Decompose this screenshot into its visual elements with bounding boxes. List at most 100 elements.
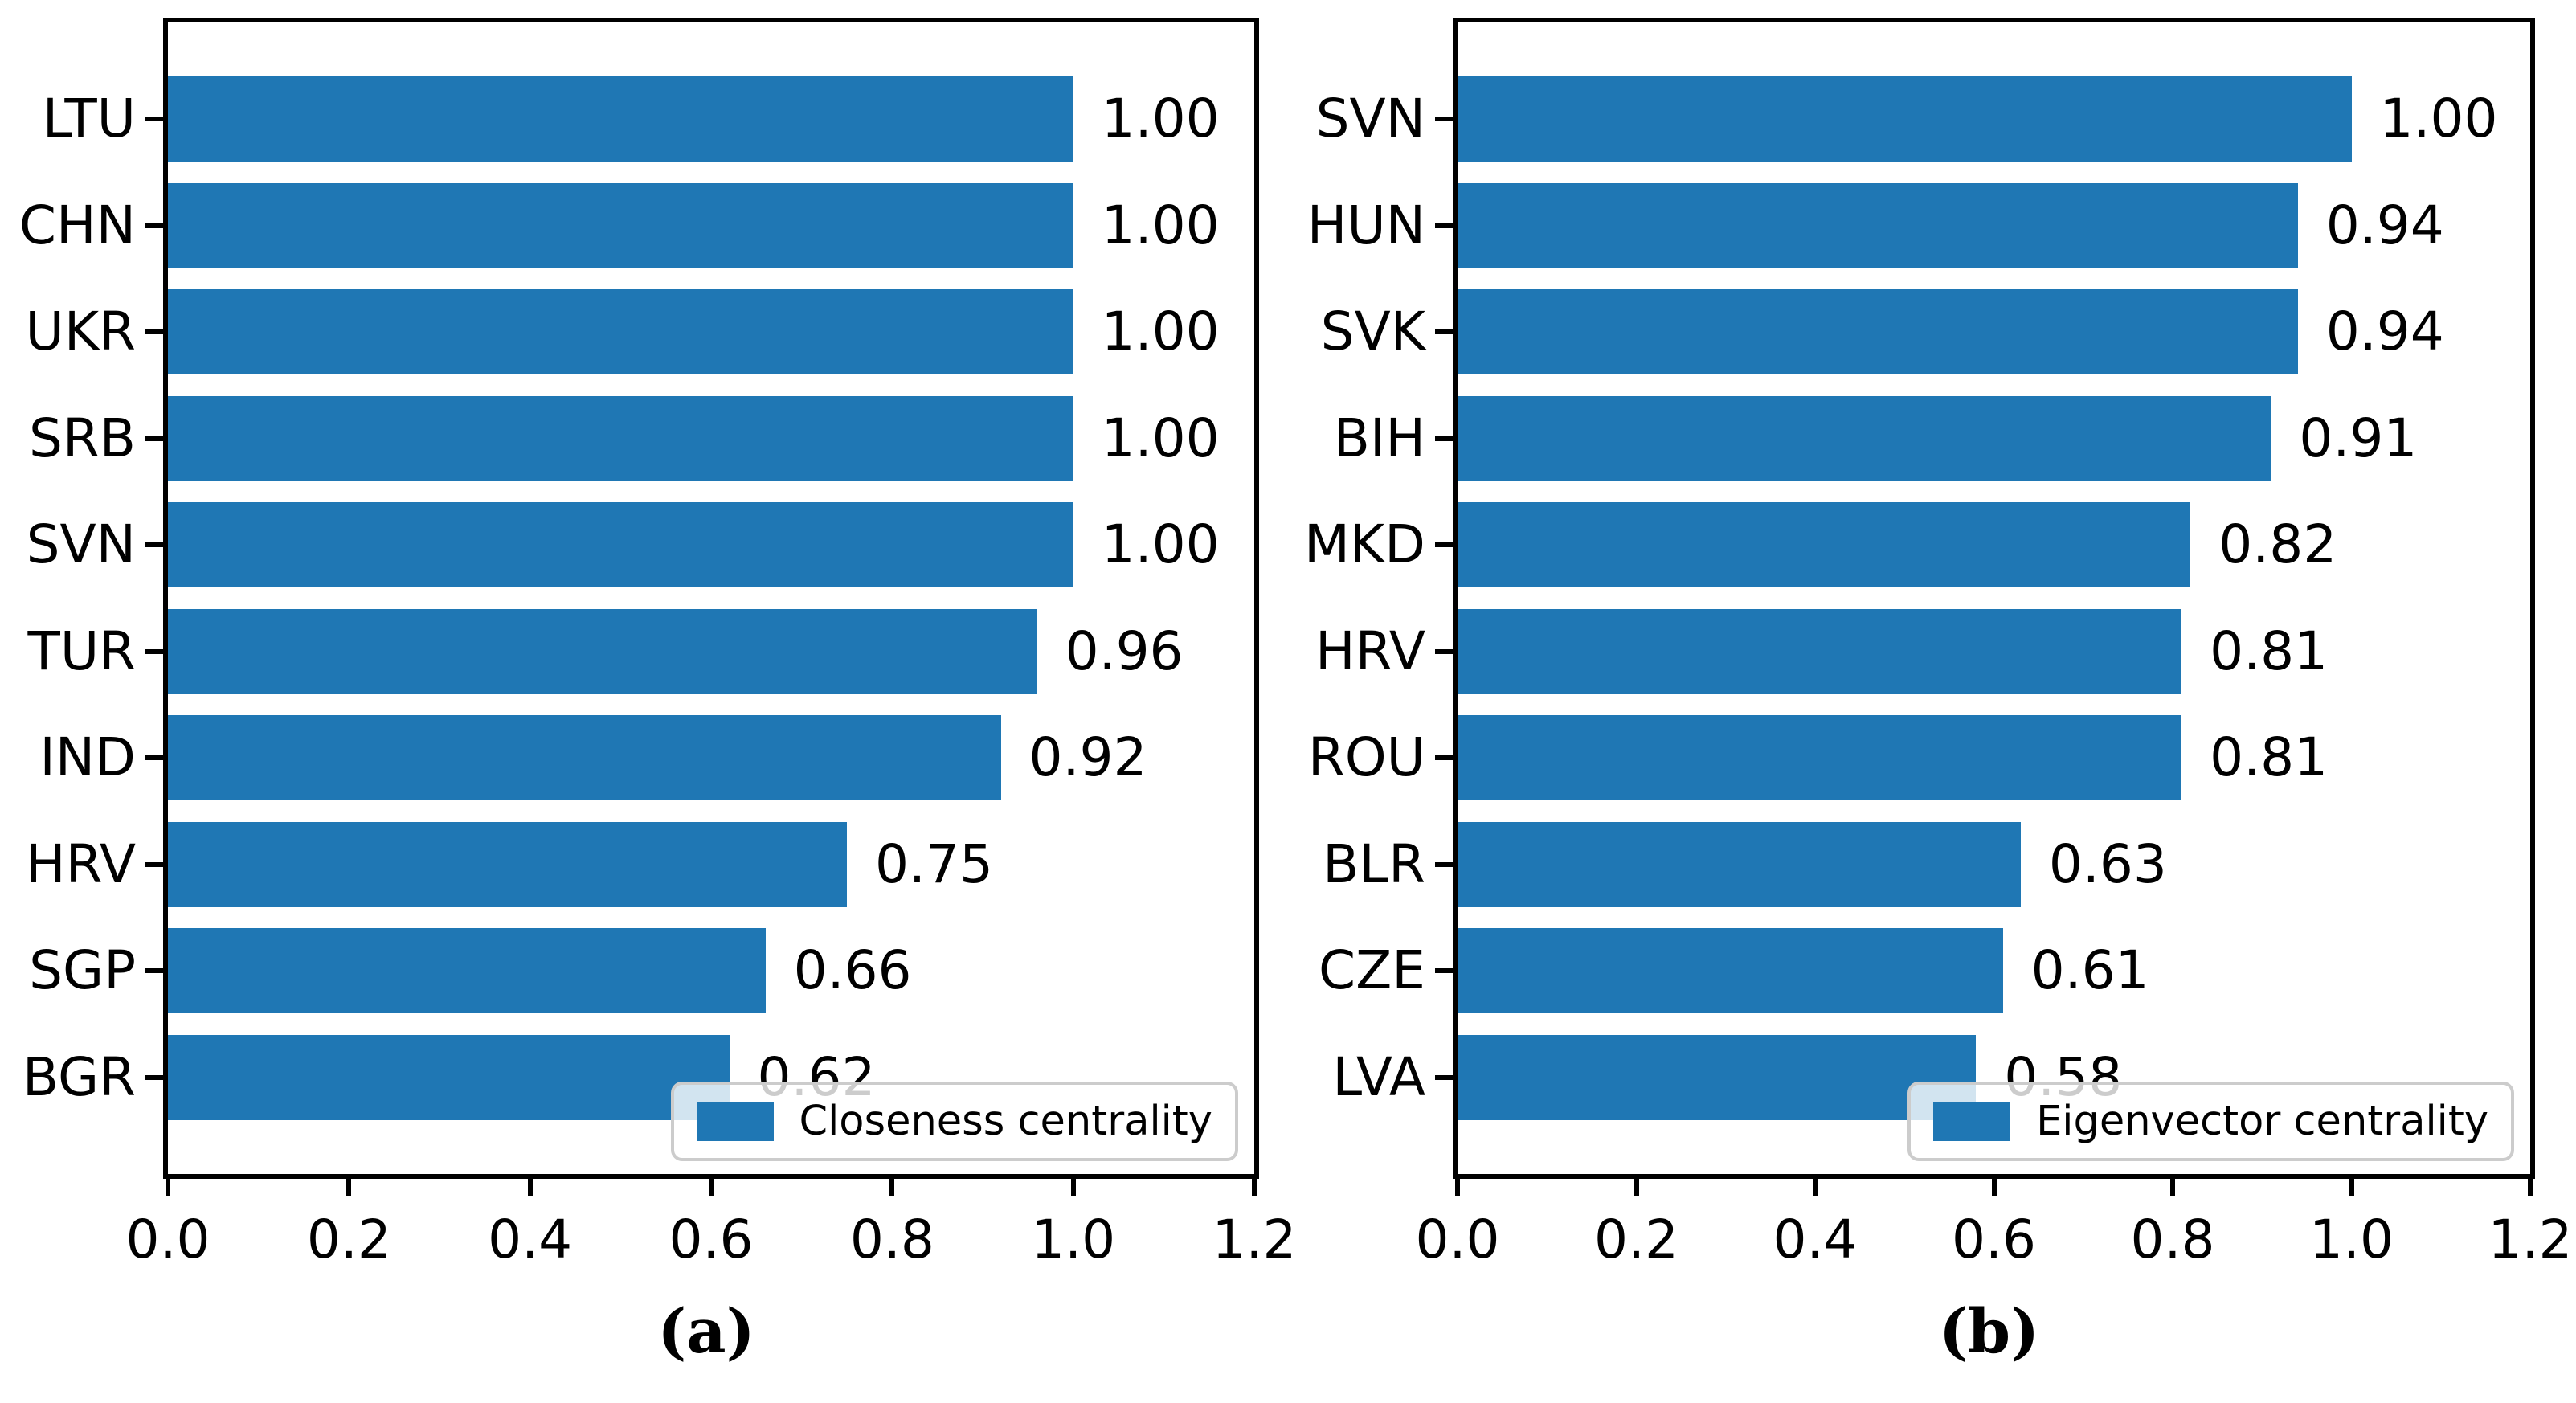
x-tick-mark (1813, 1179, 1818, 1196)
bar (168, 289, 1073, 375)
bar-value-label: 1.00 (2379, 88, 2498, 150)
y-tick-label: CZE (1319, 939, 1425, 1002)
y-tick-mark (1435, 542, 1453, 548)
y-tick-mark (1435, 117, 1453, 122)
y-tick-mark (1435, 1074, 1453, 1080)
x-tick-mark (2349, 1179, 2354, 1196)
x-tick-label: 1.0 (1031, 1209, 1116, 1270)
y-tick-mark (145, 329, 163, 335)
bar-value-label: 1.00 (1101, 301, 1220, 363)
bar-value-label: 0.63 (2048, 832, 2167, 895)
x-tick-mark (527, 1179, 533, 1196)
y-tick-label: SGP (29, 939, 136, 1002)
x-tick-mark (2528, 1179, 2533, 1196)
bar-value-label: 0.75 (875, 832, 993, 895)
y-tick-label: HRV (25, 832, 136, 895)
y-tick-mark (145, 755, 163, 761)
y-tick-mark (145, 223, 163, 228)
y-tick-mark (145, 542, 163, 548)
x-tick-label: 1.2 (1212, 1209, 1297, 1270)
x-tick-mark (1991, 1179, 1997, 1196)
legend-b: Eigenvector centrality (1907, 1082, 2514, 1161)
bar-value-label: 0.61 (2030, 939, 2149, 1002)
y-tick-label: LVA (1332, 1045, 1425, 1108)
bar-value-label: 1.00 (1101, 407, 1220, 469)
x-tick-mark (889, 1179, 895, 1196)
x-tick-label: 1.2 (2488, 1209, 2573, 1270)
y-tick-mark (145, 1074, 163, 1080)
y-tick-label: SRB (28, 407, 136, 469)
bar (1458, 395, 2271, 481)
caption-b: (b) (1938, 1295, 2040, 1367)
x-tick-mark (1634, 1179, 1639, 1196)
bar-value-label: 0.81 (2210, 726, 2329, 789)
x-tick-label: 0.4 (1773, 1209, 1858, 1270)
caption-a: (a) (657, 1295, 755, 1367)
y-tick-mark (1435, 329, 1453, 335)
x-tick-mark (1070, 1179, 1076, 1196)
y-tick-mark (145, 648, 163, 654)
bar (1458, 715, 2182, 801)
bar-value-label: 0.94 (2325, 301, 2444, 363)
bar (168, 821, 847, 907)
bar-value-label: 0.91 (2299, 407, 2418, 469)
y-tick-mark (1435, 223, 1453, 228)
x-tick-label: 0.6 (669, 1209, 754, 1270)
bar-value-label: 0.81 (2210, 620, 2329, 682)
bar-value-label: 0.66 (793, 939, 912, 1002)
x-tick-mark (709, 1179, 714, 1196)
bar-value-label: 1.00 (1101, 513, 1220, 576)
y-tick-label: MKD (1303, 513, 1425, 576)
y-tick-label: SVN (1315, 88, 1425, 150)
x-tick-mark (1252, 1179, 1257, 1196)
legend-a: Closeness centrality (670, 1082, 1238, 1161)
bar-value-label: 0.94 (2325, 194, 2444, 256)
x-tick-mark (166, 1179, 170, 1196)
y-tick-mark (1435, 436, 1453, 441)
bar-value-label: 1.00 (1101, 88, 1220, 150)
x-tick-label: 0.0 (125, 1209, 211, 1270)
bar (168, 1034, 730, 1120)
legend-label: Closeness centrality (799, 1098, 1212, 1145)
y-tick-label: SVK (1320, 301, 1425, 363)
x-tick-label: 0.8 (849, 1209, 934, 1270)
x-tick-label: 1.0 (2309, 1209, 2394, 1270)
x-tick-mark (346, 1179, 352, 1196)
bar (168, 715, 1001, 801)
y-tick-label: UKR (25, 301, 136, 363)
bar (1458, 1034, 1977, 1120)
y-tick-mark (1435, 755, 1453, 761)
bar (1458, 821, 2021, 907)
y-tick-mark (1435, 648, 1453, 654)
y-tick-label: TUR (27, 620, 136, 682)
y-tick-label: IND (39, 726, 136, 789)
bar (168, 502, 1073, 588)
legend-swatch-icon (696, 1102, 774, 1141)
bar (1458, 608, 2182, 694)
y-tick-mark (145, 968, 163, 974)
y-tick-mark (145, 117, 163, 122)
bar (168, 928, 766, 1014)
legend-swatch-icon (1933, 1102, 2011, 1141)
bar-value-label: 0.82 (2218, 513, 2337, 576)
bar (168, 182, 1073, 268)
y-tick-mark (1435, 861, 1453, 867)
x-tick-label: 0.2 (1594, 1209, 1678, 1270)
y-tick-label: LTU (42, 88, 136, 150)
bar-value-label: 0.96 (1065, 620, 1184, 682)
y-tick-label: BLR (1323, 832, 1425, 895)
bar (168, 608, 1037, 694)
bar (1458, 76, 2352, 162)
plot-area-b: Eigenvector centrality SVN 1.00 HUN 0.94 SVK… (1304, 18, 2572, 1270)
bar (1458, 182, 2298, 268)
x-tick-label: 0.8 (2130, 1209, 2215, 1270)
legend-label: Eigenvector centrality (2036, 1098, 2488, 1145)
x-tick-mark (2170, 1179, 2175, 1196)
y-tick-mark (145, 436, 163, 441)
bar (1458, 502, 2191, 588)
bar (1458, 289, 2298, 375)
x-tick-label: 0.6 (1952, 1209, 2036, 1270)
y-tick-label: SVN (26, 513, 136, 576)
plot-area-a: Closeness centrality LTU 1.00 CHN 1.00 UKR 1.… (19, 18, 1296, 1270)
